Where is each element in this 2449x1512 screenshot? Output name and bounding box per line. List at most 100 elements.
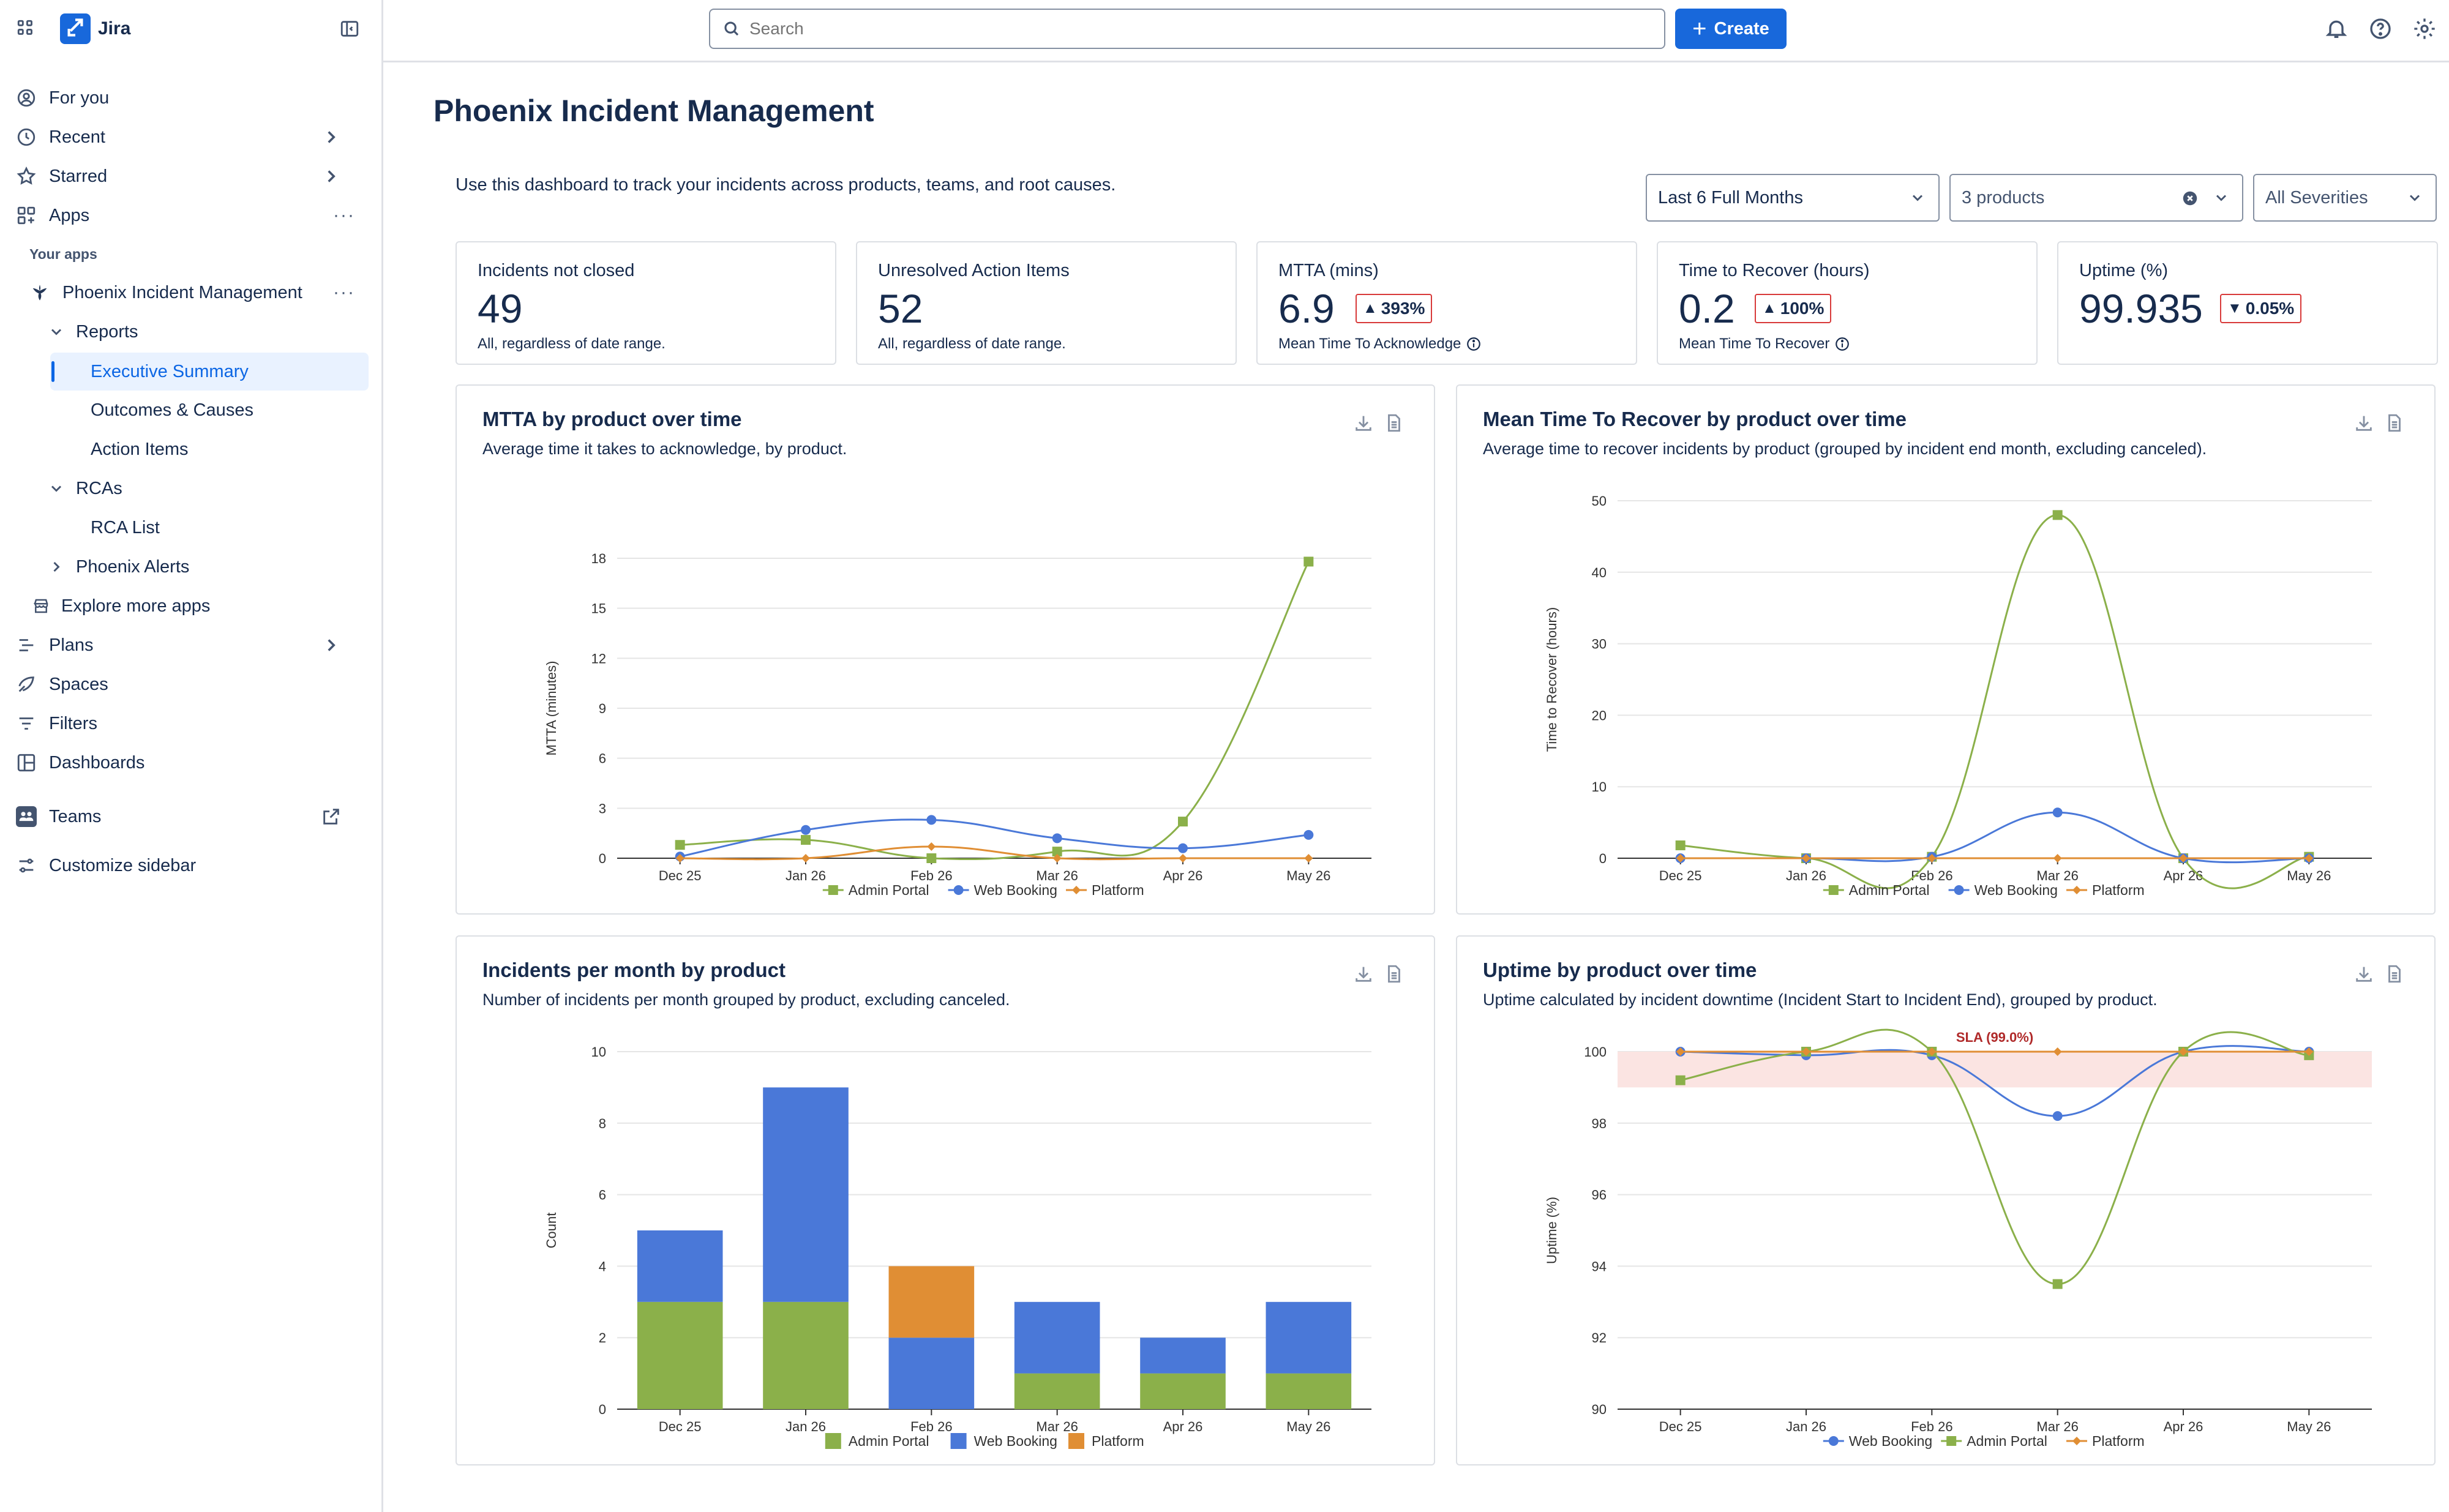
more-icon[interactable]: ··· [333,205,355,225]
data-point-diamond[interactable] [1179,854,1187,863]
bar-segment[interactable] [1140,1338,1226,1374]
data-point-square[interactable] [1675,1075,1686,1085]
data-point-diamond[interactable] [1676,1047,1685,1056]
legend-item[interactable]: Platform [2066,882,2145,898]
data-point-diamond[interactable] [1304,854,1313,863]
bar-segment[interactable] [1266,1301,1352,1374]
bar-segment[interactable] [1140,1373,1226,1409]
data-point-square[interactable] [926,853,937,863]
help-icon[interactable] [2368,17,2393,41]
data-point-diamond[interactable] [1676,854,1685,863]
sidebar-item-reports[interactable]: Reports [48,315,138,349]
more-icon[interactable]: ··· [333,282,355,302]
data-point-square[interactable] [828,885,838,895]
search-box[interactable] [709,9,1665,49]
sidebar-item-customize-sidebar[interactable]: Customize sidebar [16,848,196,883]
document-icon[interactable] [1384,962,1405,986]
sidebar-item-phoenix-alerts[interactable]: Phoenix Alerts [48,550,189,584]
sidebar-item-dashboards[interactable]: Dashboards [16,746,144,780]
data-point-square[interactable] [1303,556,1314,567]
data-point-diamond[interactable] [927,842,936,851]
data-point-diamond[interactable] [1927,1047,1937,1056]
data-point-diamond[interactable] [2053,1047,2062,1056]
data-point-square[interactable] [2052,1279,2063,1289]
sidebar-item-rca-list[interactable]: RCA List [91,511,160,545]
chevron-down-icon[interactable] [48,323,65,340]
data-point-diamond[interactable] [2072,886,2081,894]
sidebar-item-teams[interactable]: Teams [16,799,365,834]
data-point-circle[interactable] [1052,833,1062,844]
data-point-diamond[interactable] [2179,1047,2188,1056]
severities-select[interactable]: All Severities [2253,174,2437,222]
sidebar-item-rcas[interactable]: RCAs [48,471,122,506]
data-point-diamond[interactable] [1927,854,1937,863]
data-point-diamond[interactable] [2179,854,2188,863]
data-point-circle[interactable] [926,815,937,825]
legend-item[interactable]: Web Booking [950,1433,1057,1449]
bar-segment[interactable] [763,1087,849,1302]
sidebar-item-action-items[interactable]: Action Items [91,432,189,466]
sidebar-item-phoenix-incident-management[interactable]: Phoenix Incident Management ··· [29,275,365,310]
sidebar-item-recent[interactable]: Recent [16,120,365,154]
download-icon[interactable] [1353,962,1374,986]
download-icon[interactable] [2353,962,2374,986]
data-point-diamond[interactable] [2305,1047,2314,1056]
chevron-right-icon[interactable] [48,558,65,575]
legend-item[interactable]: Web Booking [1948,882,2058,898]
data-point-circle[interactable] [1178,843,1188,853]
legend-item[interactable]: Platform [1068,1433,1144,1449]
app-switcher-icon[interactable] [16,18,37,39]
data-point-square[interactable] [1946,1436,1957,1446]
bar-segment[interactable] [763,1301,849,1409]
download-icon[interactable] [1353,411,1374,435]
document-icon[interactable] [1384,411,1405,435]
legend-item[interactable]: Platform [1066,882,1144,898]
products-select[interactable]: 3 products [1949,174,2243,222]
data-point-circle[interactable] [1303,829,1314,840]
bar-segment[interactable] [637,1301,723,1409]
legend-item[interactable]: Admin Portal [1823,882,1930,898]
sidebar-item-filters[interactable]: Filters [16,706,97,741]
document-icon[interactable] [2384,411,2405,435]
data-point-square[interactable] [1052,847,1062,857]
data-point-square[interactable] [801,835,811,845]
chevron-right-icon[interactable] [321,127,342,148]
data-point-diamond[interactable] [1802,1047,1810,1056]
legend-item[interactable]: Platform [2066,1433,2145,1449]
sidebar-item-for-you[interactable]: For you [16,81,109,115]
chevron-down-icon[interactable] [48,480,65,497]
chevron-right-icon[interactable] [321,166,342,187]
chevron-right-icon[interactable] [321,635,342,656]
external-link-icon[interactable] [321,806,342,827]
data-point-circle[interactable] [2052,1111,2063,1121]
info-icon[interactable] [1466,336,1482,352]
clear-icon[interactable] [2181,189,2199,208]
data-point-circle[interactable] [1828,1436,1839,1446]
legend-item[interactable]: Web Booking [1823,1433,1932,1449]
data-point-diamond[interactable] [1072,886,1081,894]
document-icon[interactable] [2384,962,2405,986]
sidebar-item-starred[interactable]: Starred [16,159,365,193]
legend-item[interactable]: Admin Portal [822,882,929,898]
sidebar-item-executive-summary[interactable]: Executive Summary [91,354,249,389]
data-point-diamond[interactable] [2305,854,2314,863]
data-point-square[interactable] [675,840,685,850]
data-point-circle[interactable] [2052,807,2063,818]
bar-segment[interactable] [888,1266,975,1338]
notifications-bell-icon[interactable] [2324,17,2349,41]
create-button[interactable]: + Create [1675,9,1787,49]
bar-segment[interactable] [888,1338,975,1409]
bar-segment[interactable] [1014,1301,1100,1374]
sidebar-item-spaces[interactable]: Spaces [16,667,108,702]
data-point-square[interactable] [1178,817,1188,827]
data-point-circle[interactable] [801,825,811,835]
info-icon[interactable] [1834,336,1850,352]
app-name[interactable]: Jira [98,18,131,39]
date-range-select[interactable]: Last 6 Full Months [1646,174,1940,222]
bar-segment[interactable] [1014,1373,1100,1409]
sidebar-item-outcomes-causes[interactable]: Outcomes & Causes [91,393,253,427]
bar-segment[interactable] [1266,1373,1352,1409]
legend-item[interactable]: Web Booking [948,882,1057,898]
sidebar-item-plans[interactable]: Plans [16,628,365,662]
data-point-diamond[interactable] [801,854,810,863]
